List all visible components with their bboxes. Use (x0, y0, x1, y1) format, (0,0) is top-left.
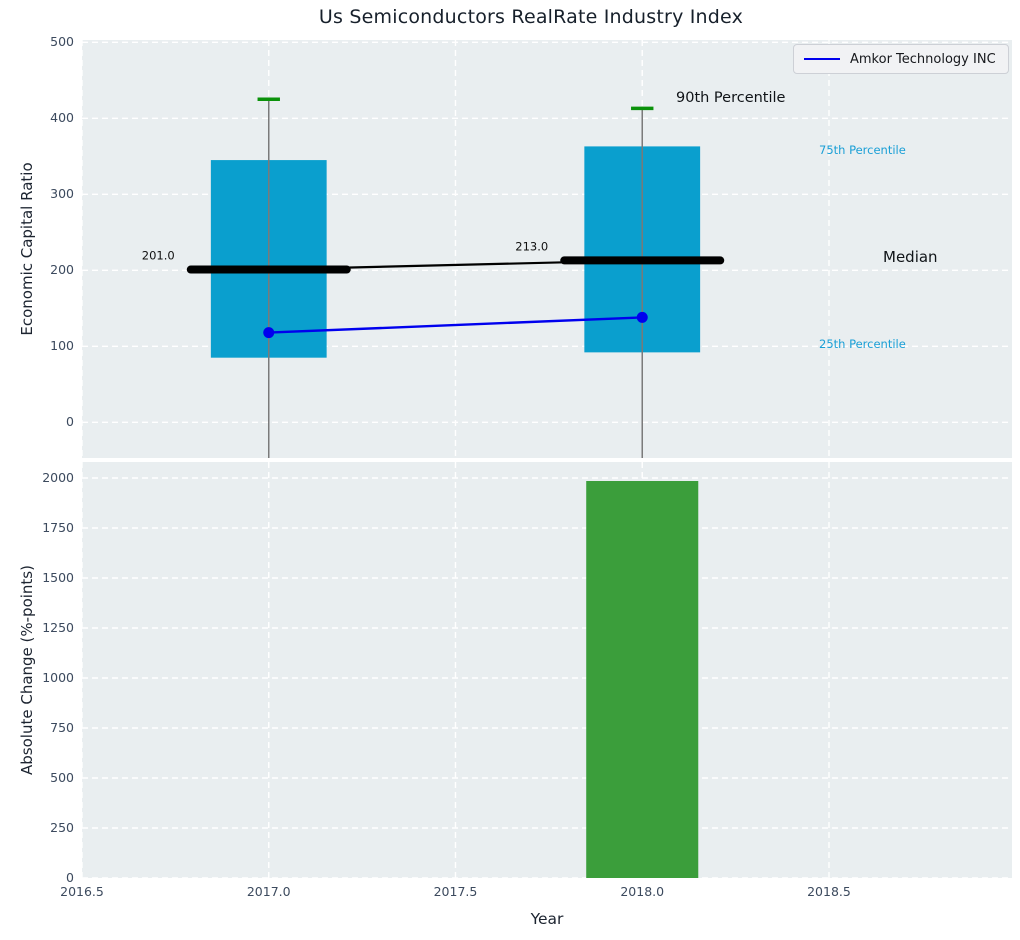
bottom-plot-area (81, 462, 1012, 879)
company-line (268, 316, 643, 334)
bottom-plot-svg (81, 462, 1012, 879)
x-axis-label: Year (530, 910, 564, 928)
label-75th-percentile: 75th Percentile (819, 143, 906, 157)
legend-series-label: Amkor Technology INC (850, 51, 996, 67)
top-plot-svg: 201.0 213.0 (81, 40, 1012, 458)
y-tick-label-top: 0 (66, 414, 74, 430)
y-tick-label-bottom: 1000 (42, 670, 74, 685)
company-point (263, 327, 275, 339)
median-annotation: 213.0 (515, 239, 548, 253)
x-tick-label: 2017.5 (433, 884, 478, 899)
y-tick-label-top: 500 (50, 34, 74, 50)
legend-line-swatch (804, 58, 840, 60)
chart-title: Us Semiconductors RealRate Industry Inde… (318, 6, 744, 28)
change-bar (586, 481, 699, 878)
median-annotation: 201.0 (142, 249, 175, 263)
y-tick-label-bottom: 500 (50, 770, 74, 785)
y-tick-label-top: 300 (50, 186, 74, 202)
y-tick-label-top: 100 (50, 338, 74, 354)
label-median: Median (883, 248, 938, 266)
y-tick-label-bottom: 1500 (42, 570, 74, 585)
top-plot-area: 201.0 213.0 (81, 40, 1012, 458)
y-tick-label-bottom: 1250 (42, 620, 74, 635)
y-tick-label-top: 200 (50, 262, 74, 278)
y-tick-label-top: 400 (50, 110, 74, 126)
x-tick-label: 2017.0 (246, 884, 291, 899)
x-tick-label: 2016.5 (60, 884, 104, 899)
company-point (636, 311, 648, 323)
y-tick-label-bottom: 250 (50, 820, 74, 835)
x-tick-label: 2018.5 (807, 884, 851, 899)
y-tick-label-bottom: 0 (66, 870, 74, 885)
y-tick-label-bottom: 2000 (42, 470, 74, 485)
x-tick-label: 2018.0 (620, 884, 665, 899)
y-tick-label-bottom: 750 (50, 720, 74, 735)
label-90th-percentile: 90th Percentile (676, 90, 786, 106)
legend: Amkor Technology INC (793, 44, 1009, 74)
label-25th-percentile: 25th Percentile (819, 337, 906, 351)
y-tick-label-bottom: 1750 (42, 520, 74, 535)
